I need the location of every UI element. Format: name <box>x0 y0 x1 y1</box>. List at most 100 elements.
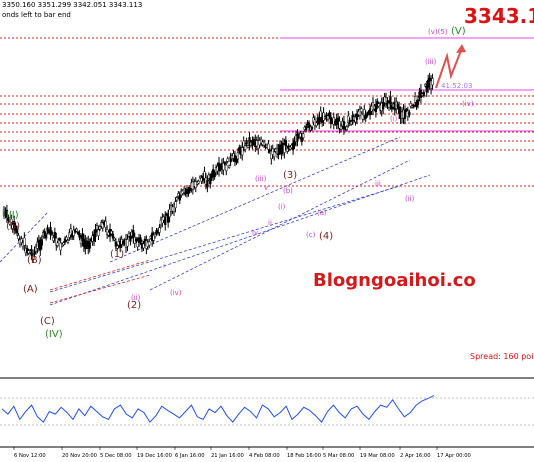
candle-body <box>245 140 248 145</box>
candle-body <box>129 235 132 242</box>
candle-body <box>197 180 200 184</box>
candle-body <box>105 229 109 236</box>
candle-body <box>270 150 273 160</box>
x-tick-label: 4 Feb 08:00 <box>249 453 280 459</box>
candle-body <box>412 105 415 108</box>
candle-body <box>358 109 362 116</box>
candle-body <box>300 136 303 143</box>
candle-body <box>55 237 58 246</box>
candle-body <box>198 176 202 179</box>
candle-body <box>338 121 341 129</box>
wave-label: (V) <box>451 26 466 37</box>
candle-body <box>382 101 385 110</box>
candle-body <box>111 233 115 239</box>
candle-body <box>101 222 104 229</box>
wave-label: (III) <box>2 210 19 221</box>
candle-body <box>40 239 43 246</box>
wave-label: (i) <box>390 115 398 123</box>
candle-body <box>225 164 228 172</box>
candle-body <box>59 242 62 251</box>
candle-body <box>262 141 266 146</box>
x-tick-label: 6 Nov 12:00 <box>14 453 46 459</box>
candle-body <box>289 146 292 150</box>
candle-body <box>405 108 408 112</box>
candle-body <box>248 137 251 145</box>
wave-label: (a) <box>317 209 327 217</box>
candle-body <box>267 143 270 150</box>
candle-body <box>104 220 107 228</box>
candle-body <box>307 123 311 128</box>
candle-body <box>416 99 420 105</box>
price-tag: 3343.1 <box>464 4 534 28</box>
candle-body <box>136 241 139 248</box>
ohlc-header: 3350.160 3351.299 3342.051 3343.113 <box>2 1 143 9</box>
bar-countdown: 41:52:03 <box>441 82 473 90</box>
candle-body <box>98 226 102 230</box>
candle-body <box>81 233 84 242</box>
x-tick-label: 19 Dec 16:00 <box>137 453 172 459</box>
candle-body <box>241 147 244 156</box>
channel-line <box>149 159 411 291</box>
candle-body <box>384 97 388 104</box>
candle-body <box>75 228 78 232</box>
candle-body <box>322 112 325 121</box>
candle-body <box>135 238 138 242</box>
wave-label: (2) <box>127 300 141 311</box>
candle-body <box>132 230 135 239</box>
x-tick-label: 19 Mar 08:00 <box>360 453 395 459</box>
candle-body <box>56 242 59 246</box>
candle-body <box>243 145 247 150</box>
candle-body <box>187 189 190 195</box>
candle-body <box>226 158 229 162</box>
wave-label: (b) <box>283 187 293 195</box>
candle-body <box>389 96 392 105</box>
candle-body <box>194 181 197 188</box>
candle-body <box>235 158 238 163</box>
candle-body <box>116 245 119 249</box>
candle-body <box>345 126 348 130</box>
candle-body <box>168 209 171 218</box>
wave-label: (B) <box>27 255 42 266</box>
x-tick-label: 5 Dec 08:00 <box>100 453 132 459</box>
candle-body <box>387 102 391 108</box>
candle-body <box>332 117 335 125</box>
wave-label: (iv) <box>462 100 474 108</box>
candle-body <box>424 84 427 87</box>
candle-body <box>49 226 52 235</box>
candle-body <box>5 209 9 218</box>
candle-body <box>409 102 412 107</box>
candle-body <box>315 122 318 126</box>
candle-body <box>286 147 289 152</box>
candle-body <box>425 85 428 93</box>
candle-body <box>79 238 83 245</box>
candle-body <box>142 243 145 249</box>
candle-body <box>63 238 67 243</box>
candle-body <box>114 241 118 247</box>
candle-body <box>277 148 280 155</box>
candle-body <box>127 233 131 237</box>
candle-body <box>78 233 81 238</box>
candle-body <box>366 113 369 117</box>
candle-body <box>361 114 364 120</box>
candle-body <box>228 165 231 168</box>
wave-label: (4) <box>319 231 333 242</box>
wave-label: (IV) <box>45 329 63 340</box>
candle-body <box>172 206 176 213</box>
candle-body <box>10 218 13 226</box>
candle-body <box>15 228 19 234</box>
candle-body <box>164 216 167 226</box>
candle-body <box>223 162 226 165</box>
candle-body <box>259 139 263 144</box>
candle-body <box>17 235 20 240</box>
candle-body <box>44 234 48 239</box>
candle-body <box>229 156 232 163</box>
candle-body <box>284 140 287 147</box>
channel-line <box>109 136 401 263</box>
candle-body <box>20 238 23 243</box>
candle-body <box>415 102 418 108</box>
candle-body <box>62 242 65 246</box>
candle-body <box>213 172 216 178</box>
candle-body <box>30 249 33 256</box>
x-tick-label: 18 Feb 16:00 <box>287 453 321 459</box>
